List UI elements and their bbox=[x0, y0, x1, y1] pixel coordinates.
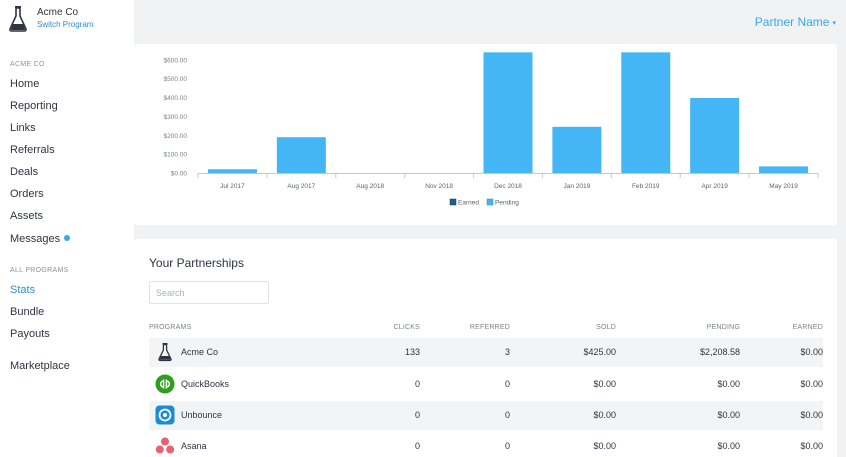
column-header-referred[interactable]: REFERRED bbox=[469, 324, 510, 331]
partnerships-title: Your Partnerships bbox=[149, 256, 244, 270]
sidebar-item-assets[interactable]: Assets bbox=[10, 210, 44, 222]
earned-value: $0.00 bbox=[800, 410, 823, 420]
sidebar-section-company: ACME CO bbox=[10, 61, 45, 68]
y-tick-label: $400.00 bbox=[164, 95, 188, 102]
sidebar-section-programs: ALL PROGRAMS bbox=[10, 267, 69, 274]
sidebar-item-messages[interactable]: Messages bbox=[10, 232, 71, 246]
sidebar-item-payouts[interactable]: Payouts bbox=[10, 328, 50, 340]
flask-icon bbox=[158, 343, 172, 362]
x-tick-label: Apr 2019 bbox=[701, 183, 728, 190]
x-tick-label: Jul 2017 bbox=[220, 183, 245, 190]
brand-switcher[interactable]: Acme Co Switch Program bbox=[8, 5, 93, 33]
referred-value: 0 bbox=[504, 379, 510, 389]
program-name: Unbounce bbox=[181, 410, 223, 420]
program-name: Acme Co bbox=[181, 347, 219, 357]
search-input[interactable] bbox=[149, 281, 269, 304]
table-row-acme-co[interactable]: Acme Co 133 3 $425.00 $2,208.58 $0.00 bbox=[149, 338, 823, 367]
partnerships-card: Your Partnerships PROGRAMS CLICKS REFERR… bbox=[134, 239, 837, 457]
column-header-earned[interactable]: EARNED bbox=[792, 324, 823, 331]
legend-swatch-earned bbox=[449, 198, 457, 206]
table-row-asana[interactable]: Asana 0 0 $0.00 $0.00 $0.00 bbox=[149, 432, 823, 457]
legend-label-earned: Earned bbox=[458, 200, 479, 207]
asana-icon bbox=[155, 437, 175, 454]
earnings-bar-chart: $0.00 $100.00 $200.00 $300.00 $400.00 $500.00… bbox=[164, 52, 819, 207]
pending-value: $0.00 bbox=[717, 441, 740, 451]
sidebar-item-deals[interactable]: Deals bbox=[10, 166, 39, 178]
pending-value: $0.00 bbox=[717, 379, 740, 389]
sidebar-item-bundle[interactable]: Bundle bbox=[10, 306, 45, 318]
pending-value: $2,208.58 bbox=[699, 347, 740, 357]
pending-value: $0.00 bbox=[717, 410, 740, 420]
program-name: Asana bbox=[181, 441, 207, 451]
sold-value: $0.00 bbox=[593, 441, 616, 451]
table-row-quickbooks[interactable]: QuickBooks 0 0 $0.00 $0.00 $0.00 bbox=[149, 370, 823, 399]
y-tick-label: $100.00 bbox=[164, 152, 188, 159]
sidebar-item-stats[interactable]: Stats bbox=[10, 284, 36, 296]
flask-logo-icon bbox=[9, 6, 27, 32]
sidebar-item-marketplace[interactable]: Marketplace bbox=[10, 360, 70, 372]
x-tick-label: Dec 2018 bbox=[494, 183, 522, 190]
sidebar-item-home[interactable]: Home bbox=[10, 78, 40, 90]
legend-swatch-pending bbox=[486, 198, 494, 206]
column-header-sold[interactable]: SOLD bbox=[596, 324, 616, 331]
x-tick-label: Aug 2018 bbox=[356, 183, 384, 190]
clicks-value: 0 bbox=[414, 441, 420, 451]
brand-name: Acme Co bbox=[37, 7, 79, 18]
bar-pending bbox=[483, 52, 533, 173]
y-tick-label: $500.00 bbox=[164, 76, 188, 83]
bar-pending bbox=[690, 97, 740, 173]
unbounce-icon bbox=[155, 405, 175, 425]
clicks-value: 0 bbox=[414, 379, 420, 389]
column-header-clicks[interactable]: CLICKS bbox=[393, 324, 420, 331]
y-tick-label: $300.00 bbox=[164, 114, 188, 121]
sidebar: Acme Co Switch Program ACME CO Home Repo… bbox=[0, 0, 134, 457]
bar-pending bbox=[207, 169, 257, 173]
y-tick-label: $600.00 bbox=[164, 57, 188, 64]
notification-dot bbox=[64, 235, 71, 241]
partner-name-dropdown[interactable]: Partner Name ▾ bbox=[755, 15, 836, 29]
earned-value: $0.00 bbox=[800, 441, 823, 451]
partner-name-label: Partner Name bbox=[754, 15, 830, 29]
earned-value: $0.00 bbox=[800, 347, 823, 357]
quickbooks-icon bbox=[155, 374, 175, 394]
clicks-value: 133 bbox=[404, 347, 420, 357]
bar-pending bbox=[621, 52, 671, 173]
bar-pending bbox=[276, 137, 326, 173]
sidebar-item-reporting[interactable]: Reporting bbox=[10, 100, 58, 112]
sold-value: $0.00 bbox=[593, 379, 616, 389]
legend-label-pending: Pending bbox=[495, 200, 519, 207]
column-header-programs[interactable]: PROGRAMS bbox=[149, 324, 192, 331]
earned-value: $0.00 bbox=[800, 379, 823, 389]
bar-pending bbox=[552, 126, 602, 173]
x-tick-label: Jan 2019 bbox=[564, 183, 591, 190]
y-tick-label: $200.00 bbox=[164, 133, 188, 140]
caret-down-icon: ▾ bbox=[832, 20, 836, 27]
sold-value: $425.00 bbox=[583, 347, 616, 357]
column-header-pending[interactable]: PENDING bbox=[706, 324, 740, 331]
sidebar-item-orders[interactable]: Orders bbox=[10, 188, 44, 200]
earnings-chart-card: $0.00 $100.00 $200.00 $300.00 $400.00 $500.00… bbox=[134, 44, 837, 225]
y-tick-label: $0.00 bbox=[171, 171, 188, 178]
switch-program-link[interactable]: Switch Program bbox=[37, 20, 94, 29]
x-tick-label: Aug 2017 bbox=[287, 183, 315, 190]
referred-value: 3 bbox=[504, 347, 510, 357]
x-tick-label: Feb 2019 bbox=[632, 183, 660, 190]
referred-value: 0 bbox=[504, 441, 510, 451]
program-name: QuickBooks bbox=[181, 379, 230, 389]
clicks-value: 0 bbox=[414, 410, 420, 420]
x-tick-label: Nov 2018 bbox=[425, 183, 453, 190]
sidebar-item-referrals[interactable]: Referrals bbox=[10, 144, 55, 156]
sidebar-item-links[interactable]: Links bbox=[10, 122, 36, 134]
sidebar-item-label: Messages bbox=[10, 233, 61, 245]
bar-pending bbox=[759, 166, 809, 173]
sold-value: $0.00 bbox=[593, 410, 616, 420]
table-row-unbounce[interactable]: Unbounce 0 0 $0.00 $0.00 $0.00 bbox=[149, 401, 823, 430]
x-tick-label: May 2019 bbox=[769, 183, 798, 190]
referred-value: 0 bbox=[504, 410, 510, 420]
